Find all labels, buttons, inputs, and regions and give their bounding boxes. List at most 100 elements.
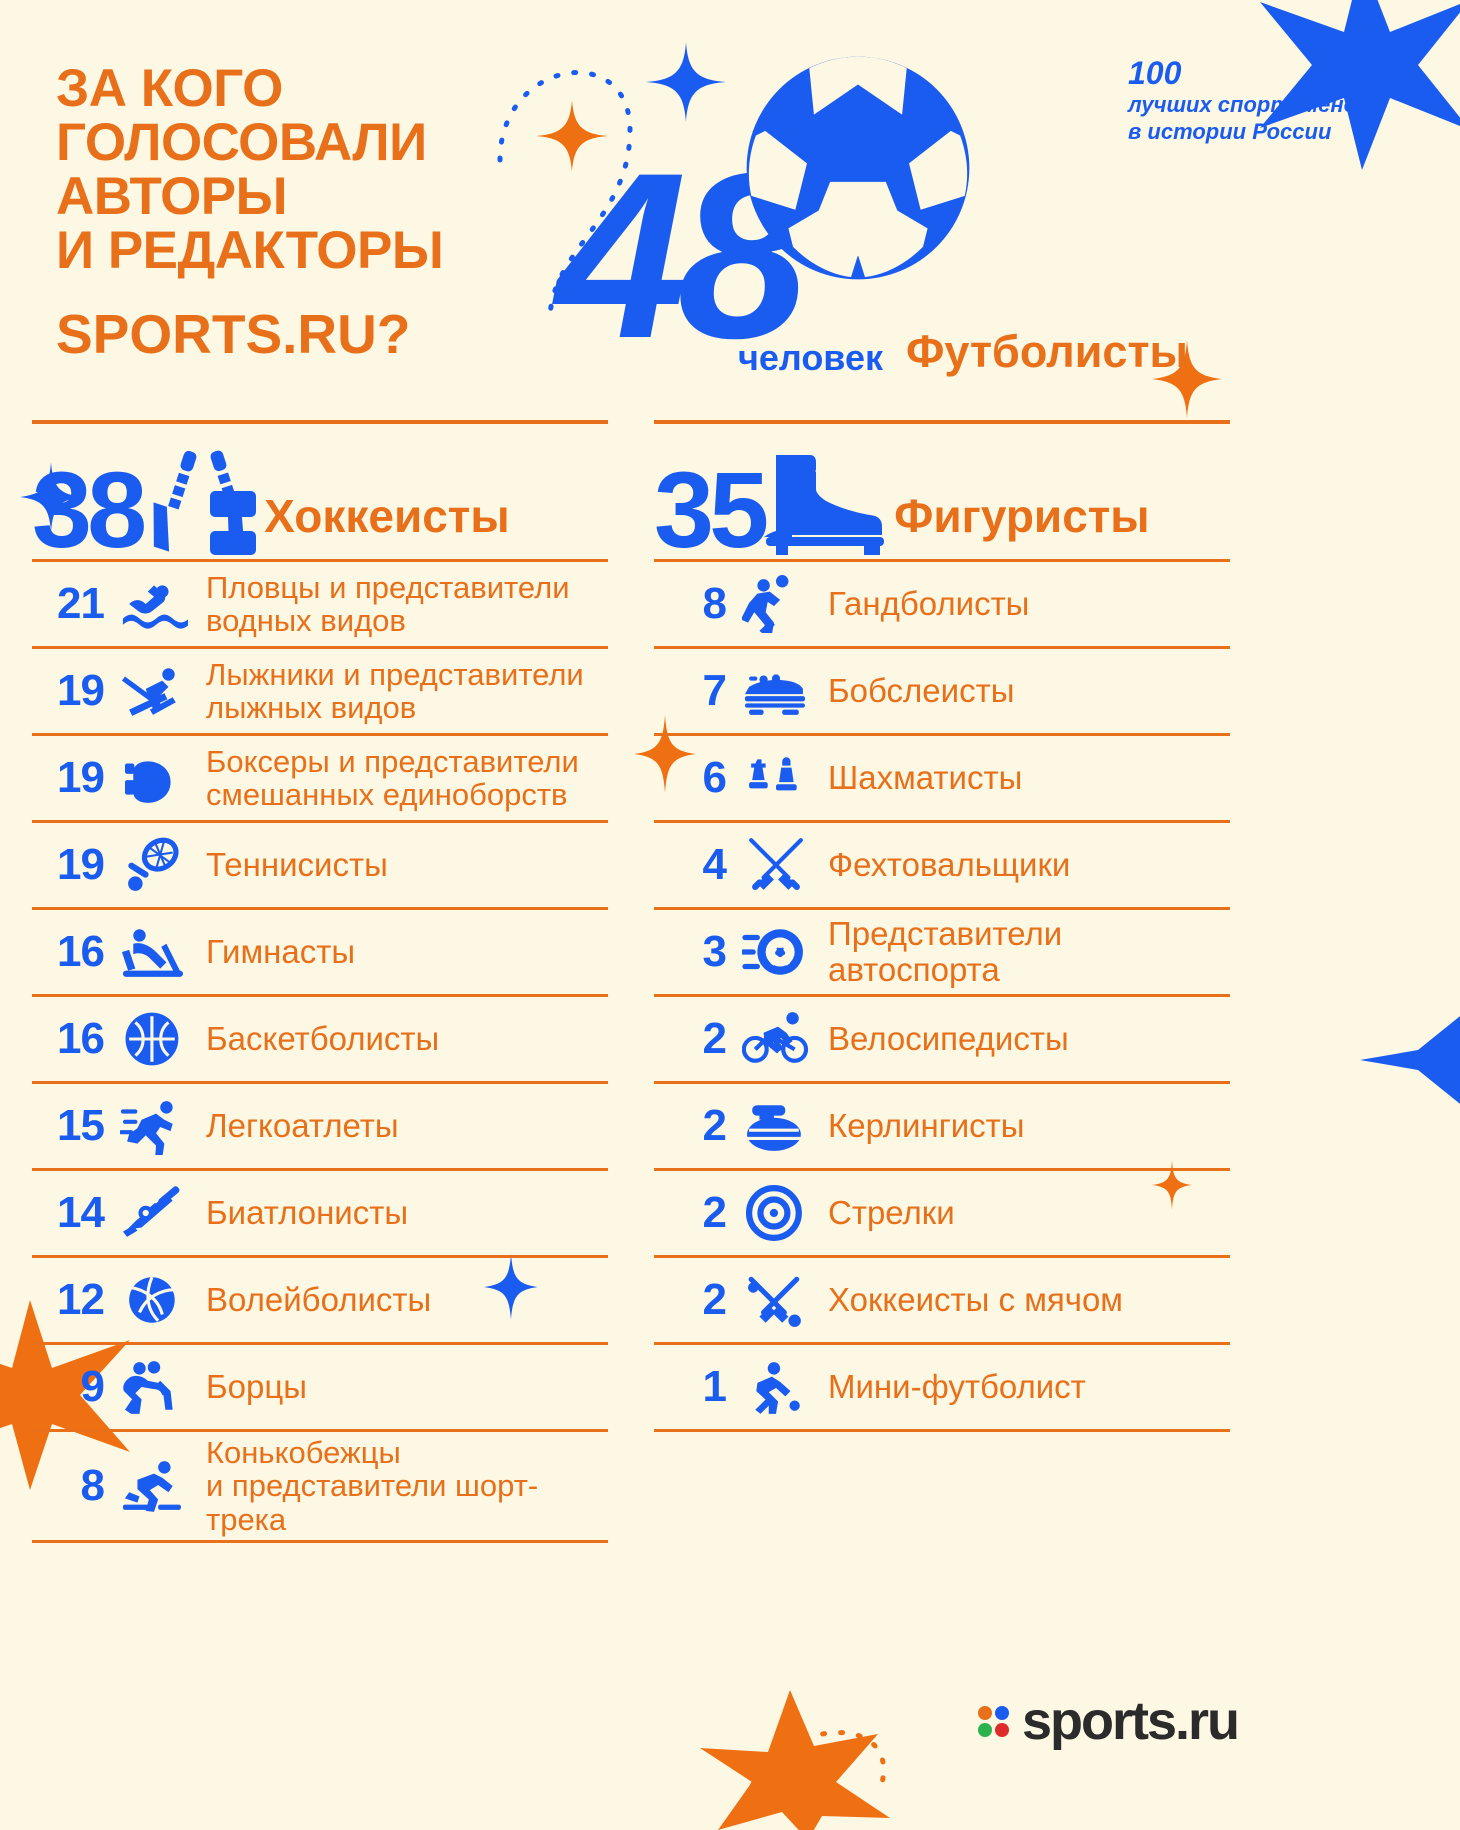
shooting-target-icon <box>740 1183 812 1243</box>
sport-row: 14 Биатлонисты <box>32 1171 608 1255</box>
sport-row-label: Баскетболисты <box>206 1020 440 1058</box>
bobsleigh-icon <box>740 661 812 721</box>
sport-row-count: 3 <box>702 927 727 976</box>
sport-row-label: Хоккеисты с мячом <box>828 1281 1123 1319</box>
sports-ru-logo[interactable]: sports.ru <box>978 1690 1240 1752</box>
football-category-label: Футболисты <box>906 326 1188 377</box>
sport-row-count: 16 <box>57 927 105 976</box>
row-divider <box>654 1429 1230 1432</box>
sport-row-count: 19 <box>57 666 105 715</box>
column-header: 38 <box>32 424 608 570</box>
brand-title: SPORTS.RU? <box>56 303 411 365</box>
column-header-rule <box>654 559 1230 562</box>
sport-row-count: 1 <box>702 1362 727 1411</box>
column-top-rule <box>32 420 608 424</box>
row-divider <box>32 820 608 823</box>
chess-icon <box>740 748 812 808</box>
column-header-label: Фигуристы <box>894 490 1150 542</box>
skiing-icon <box>118 661 190 721</box>
sport-row: 3 Представители автоспорта <box>654 910 1230 994</box>
sport-row: 6 Шахматисты <box>654 736 1230 820</box>
sport-row-count: 2 <box>702 1101 727 1150</box>
gymnastics-icon <box>118 922 190 982</box>
row-divider <box>32 907 608 910</box>
row-divider <box>654 907 1230 910</box>
sport-row-count: 16 <box>57 1014 105 1063</box>
row-divider <box>32 994 608 997</box>
sport-row: 9 Борцы <box>32 1345 608 1429</box>
sport-row-count: 14 <box>57 1188 105 1237</box>
bandy-icon <box>740 1270 812 1330</box>
unit-label: человек <box>738 337 884 378</box>
sport-row: 15 Легкоатлеты <box>32 1084 608 1168</box>
sport-row: 16 Гимнасты <box>32 910 608 994</box>
biathlon-rifle-icon <box>118 1183 190 1243</box>
column-header-number: 38 <box>32 448 147 570</box>
page-title: ЗА КОГО ГОЛОСОВАЛИ АВТОРЫ И РЕДАКТОРЫ <box>56 59 444 281</box>
sport-row-label: Борцы <box>206 1368 307 1406</box>
sport-row: 7 Бобслеисты <box>654 649 1230 733</box>
row-divider <box>654 1255 1230 1258</box>
futsal-icon <box>740 1357 812 1417</box>
sport-row-count: 2 <box>702 1188 727 1237</box>
column-header-rule <box>32 559 608 562</box>
sport-row-count: 15 <box>57 1101 105 1150</box>
sport-row: 21 Пловцы и представители водных видов <box>32 562 608 646</box>
sport-row-count: 21 <box>57 579 105 628</box>
row-divider <box>32 1540 608 1544</box>
row-divider <box>654 646 1230 649</box>
sport-row-count: 2 <box>702 1014 727 1063</box>
column-figure-skating: 35 Ф <box>654 420 1230 1432</box>
sport-row-count: 6 <box>702 753 727 802</box>
sport-row-count: 19 <box>57 840 105 889</box>
sport-row-label: Боксеры и представители смешанных единоб… <box>206 743 579 812</box>
sport-row-label: Гандболисты <box>828 585 1030 623</box>
logo-dot <box>995 1722 1009 1737</box>
sport-row-count: 7 <box>702 666 727 715</box>
kicker-text: лучших спортсменов в истории России <box>1128 92 1371 144</box>
cycling-icon <box>740 1009 812 1069</box>
row-divider <box>32 1081 608 1084</box>
soccer-ball-icon <box>742 52 974 284</box>
sport-row-label: Шахматисты <box>828 759 1023 797</box>
row-divider <box>32 1429 608 1432</box>
sport-row: 8 Гандболисты <box>654 562 1230 646</box>
sport-row: 19 Теннисисты <box>32 823 608 907</box>
sport-row: 2 Стрелки <box>654 1171 1230 1255</box>
wrestling-icon <box>118 1357 190 1417</box>
sport-row-count: 8 <box>80 1461 105 1511</box>
row-divider <box>32 1342 608 1345</box>
row-divider <box>32 1255 608 1258</box>
sport-row-label: Легкоатлеты <box>206 1107 399 1145</box>
sport-list-left: 21 Пловцы и представители водных видов 19 Л… <box>32 562 608 1544</box>
header: ЗА КОГО ГОЛОСОВАЛИ АВТОРЫ И РЕДАКТОРЫ SP… <box>0 0 1460 470</box>
sport-row: 2 Керлингисты <box>654 1084 1230 1168</box>
sport-row-label: Конькобежцы и представители шорт-трека <box>206 1435 539 1537</box>
sport-row: 2 Велосипедисты <box>654 997 1230 1081</box>
swimming-icon <box>118 574 190 634</box>
sport-row: 19 Лыжники и представители лыжных видов <box>32 649 608 733</box>
sport-row-count: 4 <box>702 840 727 889</box>
sport-row-label: Теннисисты <box>206 846 388 884</box>
basketball-icon <box>118 1009 190 1069</box>
tennis-racket-icon <box>118 835 190 895</box>
sport-row-label: Пловцы и представители водных видов <box>206 569 570 638</box>
row-divider <box>32 646 608 649</box>
row-divider <box>32 733 608 736</box>
row-divider <box>654 1168 1230 1171</box>
orange-burst-decoration-bottom <box>690 1690 890 1830</box>
sport-row: 16 Баскетболисты <box>32 997 608 1081</box>
sport-row-count: 2 <box>702 1275 727 1324</box>
sport-row: 1 Мини-футболист <box>654 1345 1230 1429</box>
row-divider <box>32 1168 608 1171</box>
row-divider <box>654 1081 1230 1084</box>
figure-skate-icon <box>758 449 886 555</box>
logo-dot <box>978 1705 992 1720</box>
row-divider <box>654 733 1230 736</box>
sport-row-count: 9 <box>80 1362 105 1411</box>
sport-row: 2 Хоккеисты с мячом <box>654 1258 1230 1342</box>
sport-row-count: 8 <box>702 579 727 628</box>
sport-row-label: Бобслеисты <box>828 672 1015 710</box>
row-divider <box>654 1342 1230 1345</box>
row-divider <box>654 820 1230 823</box>
